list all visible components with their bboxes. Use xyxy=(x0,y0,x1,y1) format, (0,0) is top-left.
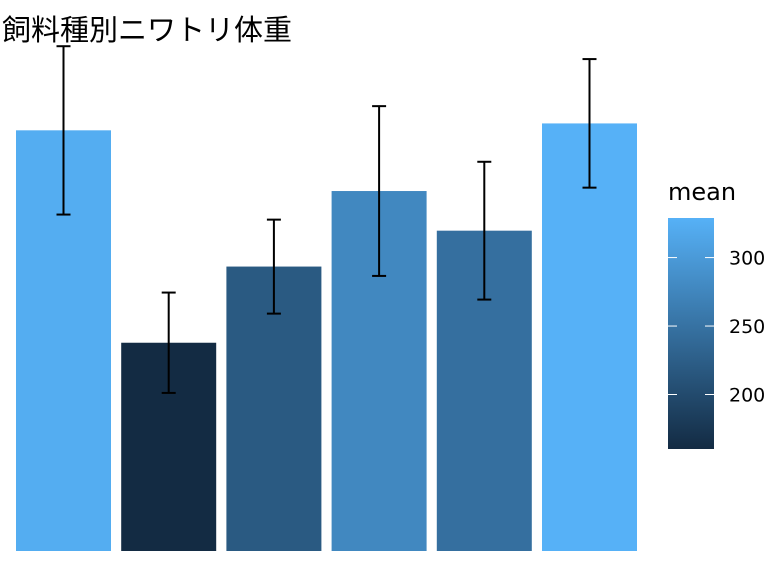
legend-label-250: 250 xyxy=(729,316,765,338)
legend-label-200: 200 xyxy=(729,385,765,407)
error-bar-2 xyxy=(161,291,176,394)
error-bar-4 xyxy=(372,105,387,277)
error-bar-1 xyxy=(56,45,71,216)
legend: mean 200 250 300 xyxy=(668,178,765,449)
legend-label-300: 300 xyxy=(729,248,765,270)
legend-title: mean xyxy=(668,178,736,206)
error-bar-6 xyxy=(582,58,597,189)
bar-6 xyxy=(542,123,637,552)
error-bar-5 xyxy=(477,160,492,301)
plot-area xyxy=(16,45,637,552)
chart-title: 飼料種別ニワトリ体重 xyxy=(2,13,292,47)
error-bar-3 xyxy=(266,218,281,315)
legend-colorbar xyxy=(668,218,714,449)
